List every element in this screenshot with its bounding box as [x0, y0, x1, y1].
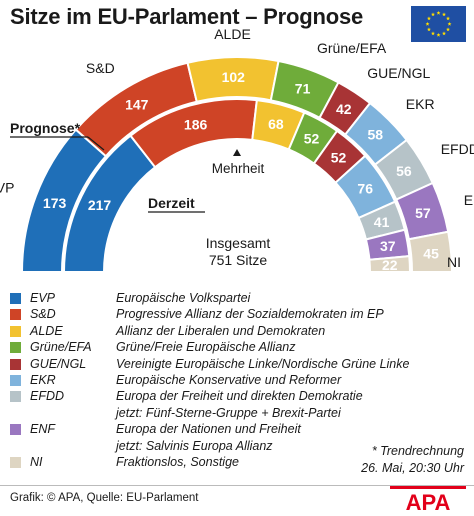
prognose-value-evp: 173 [43, 195, 67, 211]
legend-swatch-ekr [10, 375, 21, 386]
eu-flag-star [426, 16, 431, 21]
prognose-value-enf: 57 [415, 205, 431, 221]
legend-swatch-s-d [10, 309, 21, 321]
prognose-label: Prognose* [10, 120, 81, 136]
derzeit-value-gue-ngl: 52 [331, 150, 347, 166]
prognose-value-ni: 45 [423, 246, 439, 262]
eu-flag-icon [411, 6, 466, 42]
eu-flag-star [446, 27, 451, 32]
derzeit-ring [62, 98, 412, 273]
derzeit-value-s-d: 186 [184, 117, 208, 133]
party-name-ekr: EKR [406, 96, 435, 112]
legend-swatch-alde [10, 325, 21, 337]
prognose-value-s-d: 147 [125, 97, 149, 113]
party-name-evp: EVP [0, 180, 14, 196]
footer-divider [0, 485, 474, 486]
legend-swatch-gue-ngl [10, 358, 21, 370]
legend-swatch-enf [10, 424, 21, 436]
prognose-segment-ni [407, 230, 454, 273]
party-name-gr-ne-efa: Grüne/EFA [317, 40, 387, 56]
party-name-s-d: S&D [86, 60, 115, 76]
legend-swatch-gr-ne-efa [10, 342, 21, 354]
derzeit-value-evp: 217 [88, 197, 112, 213]
total-seats-line1: Insgesamt [206, 235, 271, 251]
legend-description: Progressive Allianz der Sozialdemokraten… [116, 307, 384, 322]
legend-description: jetzt: Fünf-Sterne-Gruppe + Brexit-Parte… [116, 405, 341, 420]
legend-abbr: ALDE [30, 323, 63, 338]
legend-abbr: EFDD [30, 389, 65, 404]
legend-description: jetzt: Salvinis Europa Allianz [116, 438, 273, 453]
legend-description: Europa der Nationen und Freiheit [116, 422, 301, 437]
legend-abbr: ENF [30, 422, 55, 437]
eu-flag-star [431, 31, 435, 36]
party-name-ni: NI [447, 254, 461, 270]
prognose-ring [20, 56, 454, 273]
legend-swatch-efdd [10, 391, 21, 403]
legend-abbr: GUE/NGL [30, 356, 87, 371]
derzeit-value-ekr: 76 [357, 181, 373, 197]
eu-flag-star [431, 12, 435, 17]
prognose-value-gue-ngl: 42 [336, 101, 352, 117]
prognose-value-efdd: 56 [396, 163, 412, 179]
legend-description: Vereinigte Europäische Linke/Nordische G… [116, 356, 410, 371]
legend-abbr: S&D [30, 307, 56, 322]
legend-description: Europäische Konservative und Reformer [116, 373, 342, 387]
source-credit: Grafik: © APA, Quelle: EU-Parlament [10, 492, 199, 504]
derzeit-value-gr-ne-efa: 52 [304, 130, 320, 146]
party-name-gue-ngl: GUE/NGL [367, 65, 430, 81]
legend-abbr: Grüne/EFA [30, 340, 92, 355]
eu-flag-star [436, 10, 441, 15]
legend-swatch-evp [10, 293, 21, 304]
derzeit-value-ni: 22 [382, 257, 398, 273]
legend-description: Europäische Volkspartei [116, 291, 251, 305]
eu-flag-star [426, 27, 431, 32]
eu-flag-star [447, 21, 452, 26]
apa-logo-text: APA [406, 490, 451, 512]
prognose-value-ekr: 58 [368, 127, 384, 143]
derzeit-label: Derzeit [148, 195, 195, 211]
trend-note: * Trendrechnung [371, 444, 464, 458]
eu-flag-star [442, 12, 446, 17]
legend-swatch-ni [10, 457, 21, 468]
derzeit-value-efdd: 41 [374, 214, 390, 230]
legend-description: Allianz der Liberalen und Demokraten [116, 323, 326, 338]
majority-label: Mehrheit [212, 161, 265, 176]
legend-abbr: EVP [30, 291, 56, 305]
apa-logo: APA [390, 486, 466, 512]
prognose-leader [87, 136, 105, 151]
prognose-value-gr-ne-efa: 71 [295, 80, 311, 96]
legend-abbr: NI [30, 455, 43, 469]
legend-description: Fraktionslos, Sonstige [116, 455, 239, 469]
eu-flag-star [436, 32, 441, 37]
derzeit-segment-ni [368, 255, 412, 273]
party-name-enf: ENF [464, 192, 474, 208]
derzeit-value-alde: 68 [268, 116, 284, 132]
parliament-chart: 173 147 102 71 42 58 56 57 45 217 186 68 52 52 76 41 37… [0, 26, 474, 273]
legend-description: Europa der Freiheit und direkten Demokra… [116, 389, 363, 404]
legend-abbr: EKR [30, 373, 56, 387]
derzeit-value-enf: 37 [380, 238, 396, 254]
eu-flag-star [425, 21, 430, 26]
trend-note-time: 26. Mai, 20:30 Uhr [361, 461, 464, 475]
prognose-value-alde: 102 [222, 69, 246, 85]
party-name-alde: ALDE [214, 26, 251, 42]
eu-flag-star [446, 16, 451, 21]
eu-flag-star [442, 31, 446, 36]
party-name-efdd: EFDD [441, 141, 474, 157]
legend-description: Grüne/Freie Europäische Allianz [116, 340, 296, 355]
page-title: Sitze im EU-Parlament – Prognose [10, 4, 364, 29]
majority-marker [233, 149, 241, 156]
total-seats-line2: 751 Sitze [209, 252, 268, 268]
